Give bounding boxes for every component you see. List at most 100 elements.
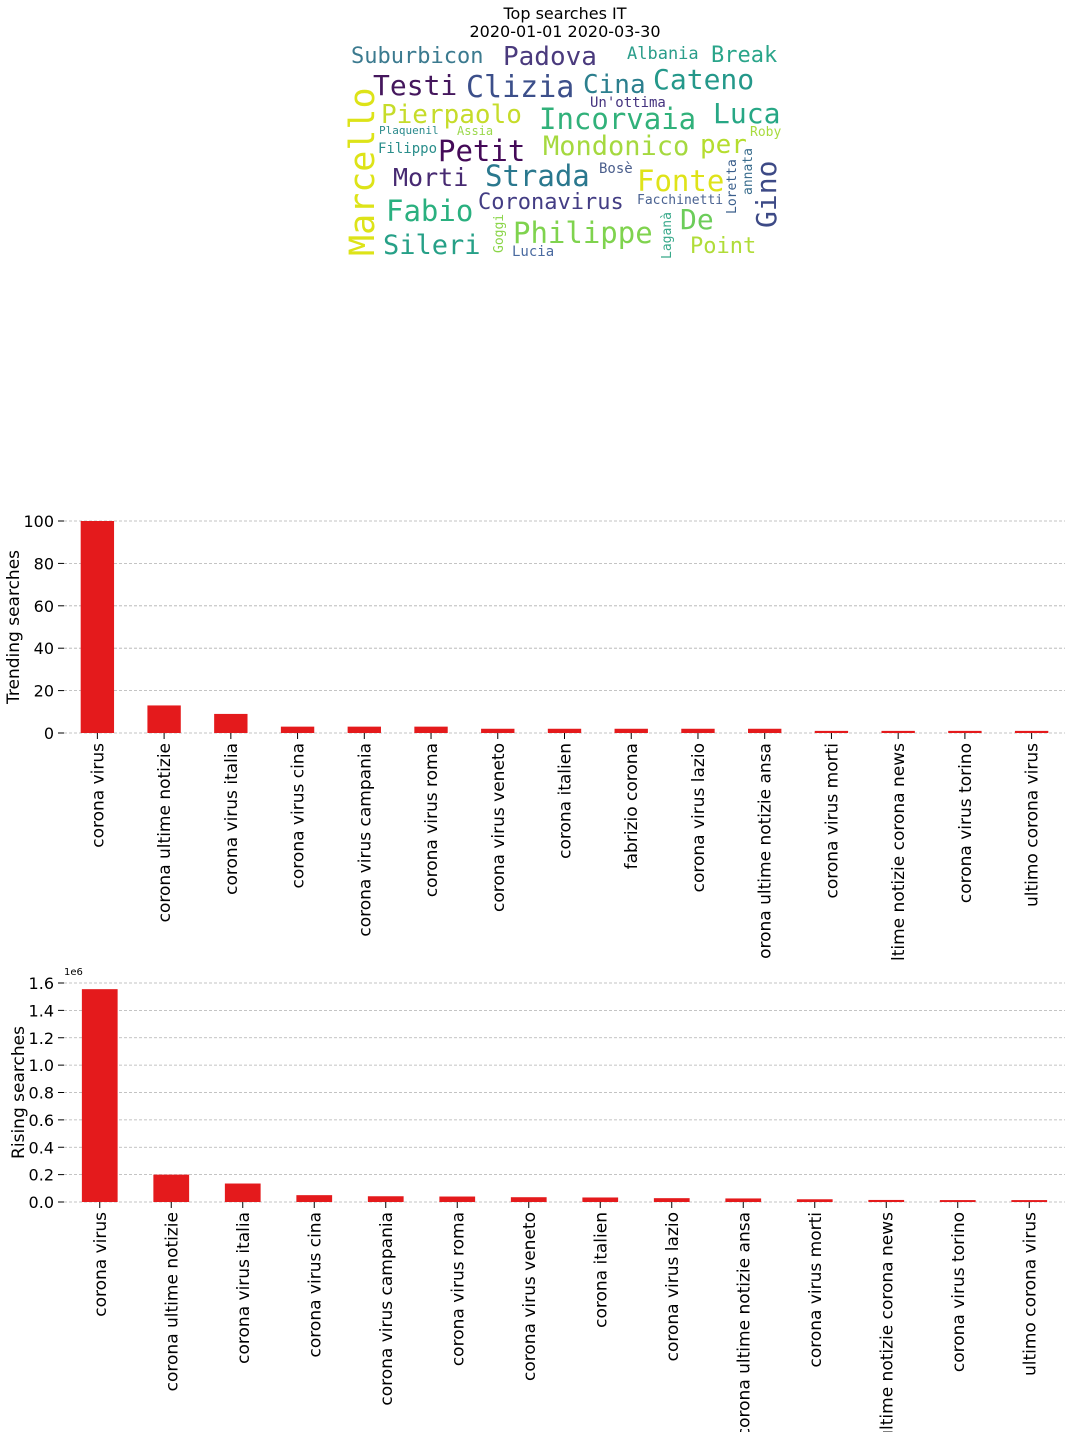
wordcloud-word: Roby bbox=[750, 125, 781, 140]
x-tick-label: corona virus cina bbox=[289, 743, 309, 888]
x-tick-label: ultime notizie corona news bbox=[877, 1212, 897, 1432]
wordcloud-word: De bbox=[680, 203, 714, 236]
y-tick-label: 0.6 bbox=[29, 1111, 54, 1130]
bar bbox=[939, 1200, 976, 1202]
x-tick-label: corona italien bbox=[591, 1212, 611, 1328]
wordcloud-title-line1: Top searches IT bbox=[503, 4, 627, 23]
y-tick-label: 60 bbox=[34, 597, 54, 616]
wordcloud-word: Morti bbox=[393, 163, 468, 192]
bar bbox=[796, 1199, 833, 1202]
x-tick-label: corona virus roma bbox=[422, 743, 442, 897]
bar bbox=[582, 1197, 619, 1202]
wordcloud-word: Cina bbox=[583, 70, 646, 100]
y-tick-label: 0.0 bbox=[29, 1193, 54, 1212]
x-tick-label: corona virus bbox=[88, 743, 108, 848]
wordcloud-word: per bbox=[700, 130, 747, 160]
wordcloud-word: Un'ottima bbox=[590, 95, 666, 111]
wordcloud-word: Clizia bbox=[466, 70, 574, 105]
bar bbox=[224, 1183, 261, 1202]
wordcloud-word: Marcello bbox=[343, 87, 383, 256]
bar bbox=[614, 728, 648, 733]
y-axis-label: Trending searches bbox=[4, 550, 24, 705]
x-tick-label: corona ultime notizie ansa bbox=[734, 1212, 754, 1432]
wordcloud-word: Goggi bbox=[492, 214, 507, 253]
bar bbox=[547, 728, 582, 733]
wordcloud-word: annata bbox=[741, 148, 756, 195]
rising-searches-chart: 0.0 0.2 0.4 0.6 0.8 1.0 1.2 1.4 1.6 1e6 Rising sea… bbox=[9, 967, 1065, 1432]
wordcloud-word: Incorvaia bbox=[539, 102, 696, 136]
bar bbox=[153, 1174, 190, 1202]
bar bbox=[214, 713, 248, 733]
bar bbox=[439, 1196, 476, 1202]
wordcloud-word: Bosè bbox=[599, 161, 633, 177]
wordcloud-word: Sileri bbox=[383, 230, 481, 261]
wordcloud-word: Coronavirus bbox=[478, 190, 624, 215]
wordcloud-word: Laganà bbox=[660, 212, 675, 259]
x-tick-label: corona italien bbox=[556, 743, 576, 859]
wordcloud-word: Cateno bbox=[653, 63, 754, 96]
bar bbox=[948, 730, 982, 733]
x-tick-label: corona virus bbox=[91, 1212, 111, 1317]
y-tick-label: 100 bbox=[23, 512, 54, 531]
wordcloud-word: Filippo bbox=[378, 141, 437, 157]
bar bbox=[881, 730, 915, 733]
y-tick-label: 0.2 bbox=[29, 1166, 54, 1185]
y-tick-label: 0.8 bbox=[29, 1084, 54, 1103]
x-tick-label: corona virus veneto bbox=[520, 1212, 540, 1381]
wordcloud-title-line2: 2020-01-01 2020-03-30 bbox=[469, 22, 661, 41]
x-tick-label: ultimo corona virus bbox=[1023, 743, 1043, 907]
bar bbox=[296, 1195, 333, 1202]
bar bbox=[280, 726, 315, 733]
wordcloud-word: Assia bbox=[457, 124, 493, 138]
bar bbox=[814, 730, 849, 733]
y-tick-label: 1.4 bbox=[29, 1001, 54, 1020]
x-tick-label: corona virus campania bbox=[355, 743, 375, 937]
x-tick-label: corona virus campania bbox=[377, 1212, 397, 1406]
bar bbox=[81, 989, 118, 1202]
wordcloud-word: Philippe bbox=[513, 216, 653, 250]
wordcloud-word: Lucia bbox=[512, 244, 554, 260]
wordcloud-word: Plaquenil bbox=[379, 124, 439, 137]
wordcloud-word: Mondonico bbox=[543, 131, 689, 162]
wordcloud-word: Facchinetti bbox=[637, 193, 723, 208]
bar bbox=[80, 521, 115, 733]
x-tick-label: corona virus italia bbox=[222, 743, 242, 895]
wordcloud-word: Fonte bbox=[637, 164, 724, 198]
wordcloud-word: Loretta bbox=[725, 159, 740, 214]
wordcloud-word: Suburbicon bbox=[351, 44, 483, 69]
x-tick-label: corona virus roma bbox=[448, 1212, 468, 1366]
wordcloud-word: Break bbox=[711, 43, 777, 68]
wordcloud-word: Gino bbox=[750, 161, 783, 228]
y-tick-label: 20 bbox=[34, 682, 54, 701]
x-tick-label: corona virus lazio bbox=[663, 1212, 683, 1361]
bar bbox=[1014, 730, 1049, 733]
bar bbox=[681, 728, 715, 733]
wordcloud-word: Luca bbox=[713, 97, 780, 130]
bar bbox=[481, 728, 515, 733]
x-tick-label: corona ultime notizie bbox=[162, 1212, 182, 1391]
x-tick-label: corona virus torino bbox=[956, 743, 976, 903]
bar bbox=[1011, 1200, 1048, 1202]
bar bbox=[725, 1198, 762, 1202]
trending-searches-chart: 0 20 40 60 80 100 Trending searches corona viru… bbox=[4, 512, 1065, 960]
bar bbox=[748, 728, 782, 733]
bar bbox=[147, 705, 181, 733]
bar bbox=[367, 1196, 404, 1202]
wordcloud-word: Fabio bbox=[386, 194, 473, 228]
wordcloud-word: Point bbox=[690, 234, 756, 259]
x-tick-label: corona virus torino bbox=[949, 1212, 969, 1372]
wordcloud-word: Petit bbox=[438, 134, 525, 168]
bar bbox=[347, 726, 381, 733]
y-tick-label: 1.0 bbox=[29, 1056, 54, 1075]
wordcloud-word: Strada bbox=[485, 159, 590, 193]
x-tick-label: corona virus morti bbox=[806, 1212, 826, 1368]
x-tick-label: corona ultime notizie ansa bbox=[756, 743, 776, 960]
y-tick-label: 1.6 bbox=[29, 974, 54, 993]
y-tick-label: 0 bbox=[44, 724, 54, 743]
bar bbox=[510, 1197, 547, 1202]
bar bbox=[414, 726, 448, 733]
x-tick-label: corona virus cina bbox=[305, 1212, 325, 1357]
word-cloud: Suburbicon Padova Albania Break Testi Clizia C… bbox=[343, 42, 783, 261]
wordcloud-word: Padova bbox=[503, 42, 597, 72]
wordcloud-word: Pierpaolo bbox=[381, 100, 522, 130]
